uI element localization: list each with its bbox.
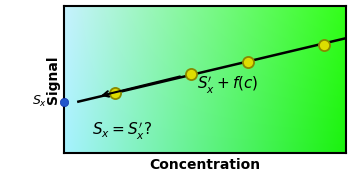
X-axis label: Concentration: Concentration [150,157,261,171]
Text: $S_x' + f(c)$: $S_x' + f(c)$ [197,75,258,96]
Y-axis label: Signal: Signal [46,55,60,104]
Text: $S_x$: $S_x$ [32,94,47,109]
Text: $S_x = S_x'$?: $S_x = S_x'$? [92,121,153,142]
